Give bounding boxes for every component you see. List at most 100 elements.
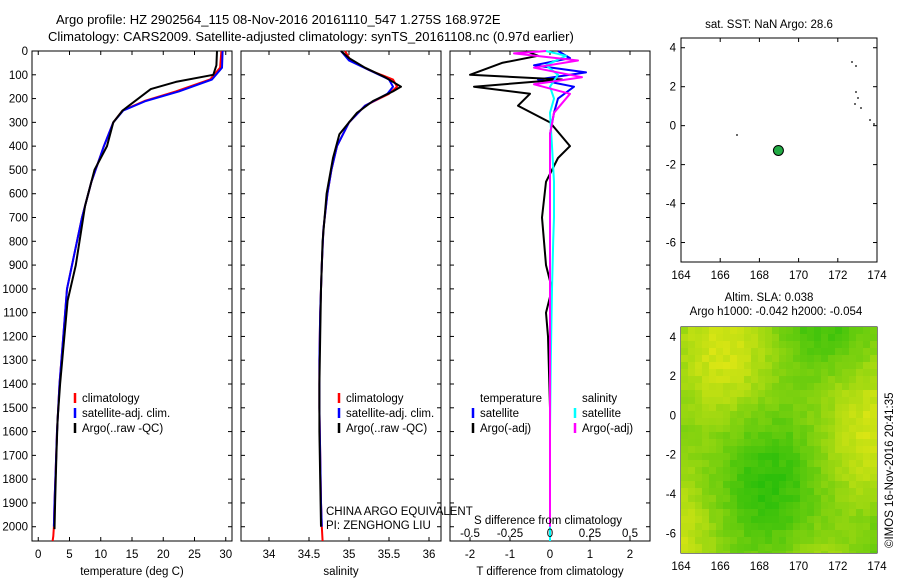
sla-heatmap-cell: [730, 425, 737, 432]
sla-heatmap-cell: [723, 537, 730, 544]
sla-heatmap-cell: [723, 348, 730, 355]
sst-map-frame: [680, 37, 878, 263]
sla-heatmap-cell: [716, 460, 723, 467]
salinity-legend-label: Argo(..raw -QC): [346, 423, 427, 435]
sla-heatmap-cell: [730, 530, 737, 537]
sla-heatmap-cell: [821, 425, 828, 432]
sla-heatmap-cell: [723, 446, 730, 453]
sla-heatmap-cell: [744, 460, 751, 467]
sla-heatmap-cell: [758, 537, 765, 544]
sla-heatmap-cell: [807, 383, 814, 390]
difference-stick-label: -0.25: [497, 528, 523, 540]
sla-heatmap-cell: [800, 516, 807, 523]
sla-heatmap-cell: [779, 488, 786, 495]
sla-heatmap-cell: [758, 488, 765, 495]
sla-heatmap-cell: [772, 369, 779, 376]
sla-heatmap-cell: [807, 523, 814, 530]
sla-heatmap-cell: [828, 488, 835, 495]
salinity-xtick-label: 34: [263, 549, 276, 561]
sla-heatmap-cell: [730, 411, 737, 418]
sla-heatmap-cell: [814, 425, 821, 432]
sla-heatmap-cell: [695, 446, 702, 453]
sla-heatmap-cell: [716, 390, 723, 397]
sla-heatmap-cell: [779, 404, 786, 411]
sla-heatmap-cell: [821, 502, 828, 509]
sst_map-panel: 164 166 168 170 172 174 4 2 0 -2 -4 -6 sat. SST: NaN…: [666, 19, 887, 282]
sla-heatmap-cell: [828, 348, 835, 355]
sla-heatmap-cell: [709, 327, 716, 334]
sla-heatmap-cell: [744, 516, 751, 523]
depth-tick-label: 400: [9, 141, 28, 153]
sla-heatmap-cell: [870, 404, 877, 411]
sla-heatmap-cell: [814, 432, 821, 439]
sla-heatmap-cell: [863, 376, 870, 383]
sla-heatmap-cell: [863, 488, 870, 495]
salinity-annotation-line1: CHINA ARGO EQUIVALENT: [326, 506, 473, 518]
sla-heatmap-cell: [716, 537, 723, 544]
sla-heatmap-cell: [695, 327, 702, 334]
sla-heatmap-cell: [870, 446, 877, 453]
sla-heatmap-cell: [800, 439, 807, 446]
sla-heatmap-cell: [779, 432, 786, 439]
sla-heatmap-cell: [758, 355, 765, 362]
sla-heatmap-cell: [709, 523, 716, 530]
sla-heatmap-cell: [842, 390, 849, 397]
sla-heatmap-cell: [828, 369, 835, 376]
sla-heatmap-cell: [856, 432, 863, 439]
sla-heatmap-cell: [835, 362, 842, 369]
sla-heatmap-cell: [744, 376, 751, 383]
sla-heatmap-cell: [751, 376, 758, 383]
temperature-xtick-label: 30: [219, 549, 232, 561]
sla-heatmap-cell: [828, 523, 835, 530]
sla-heatmap-cell: [709, 341, 716, 348]
sla-heatmap-cell: [730, 488, 737, 495]
sla-heatmap-cell: [786, 544, 793, 551]
sla-heatmap-cell: [793, 432, 800, 439]
difference-legend-label: satellite: [480, 408, 519, 420]
salinity-annotation-line2: PI: ZENGHONG LIU: [326, 520, 431, 532]
depth-tick-label: 600: [9, 189, 28, 201]
sla-heatmap-cell: [695, 411, 702, 418]
sla-heatmap-cell: [695, 502, 702, 509]
sla-heatmap-cell: [730, 327, 737, 334]
sla-heatmap-cell: [814, 418, 821, 425]
sla-heatmap-cell: [681, 439, 688, 446]
sla-heatmap-cell: [765, 390, 772, 397]
sla-heatmap-cell: [758, 544, 765, 551]
sla-heatmap-cell: [807, 334, 814, 341]
sla-heatmap-cell: [814, 537, 821, 544]
sla-heatmap-cell: [800, 530, 807, 537]
sla-heatmap-cell: [870, 383, 877, 390]
sla-heatmap-cell: [814, 446, 821, 453]
sla-heatmap-cell: [856, 544, 863, 551]
sla-heatmap-cell: [772, 460, 779, 467]
sla-heatmap-cell: [800, 467, 807, 474]
sla-heatmap-cell: [695, 418, 702, 425]
sla-heatmap-cell: [779, 334, 786, 341]
sla-heatmap-cell: [772, 481, 779, 488]
sla-heatmap-cell: [765, 474, 772, 481]
sla-heatmap-cell: [737, 544, 744, 551]
sla-heatmap-cell: [758, 390, 765, 397]
sla-heatmap-cell: [828, 495, 835, 502]
sla-heatmap-cell: [765, 516, 772, 523]
sla-heatmap-cell: [800, 355, 807, 362]
sla-heatmap-cell: [814, 488, 821, 495]
sla-heatmap-cell: [807, 474, 814, 481]
depth-tick-label: 2000: [2, 522, 28, 534]
sla-heatmap-cell: [870, 425, 877, 432]
sla-heatmap-cell: [856, 418, 863, 425]
sla-heatmap-cell: [723, 516, 730, 523]
temperature-series-climatology: [51, 50, 223, 542]
sla-heatmap-cell: [765, 509, 772, 516]
sla-heatmap-cell: [821, 355, 828, 362]
difference-legend-temperature-title: temperature: [480, 393, 542, 405]
sla-heatmap-cell: [821, 544, 828, 551]
sla-heatmap-cell: [758, 334, 765, 341]
sla-heatmap-cell: [681, 376, 688, 383]
sla-heatmap-cell: [849, 439, 856, 446]
sla-heatmap-cell: [856, 327, 863, 334]
sla-heatmap-cell: [835, 432, 842, 439]
sla-heatmap-cell: [730, 390, 737, 397]
sla-heatmap-cell: [716, 474, 723, 481]
